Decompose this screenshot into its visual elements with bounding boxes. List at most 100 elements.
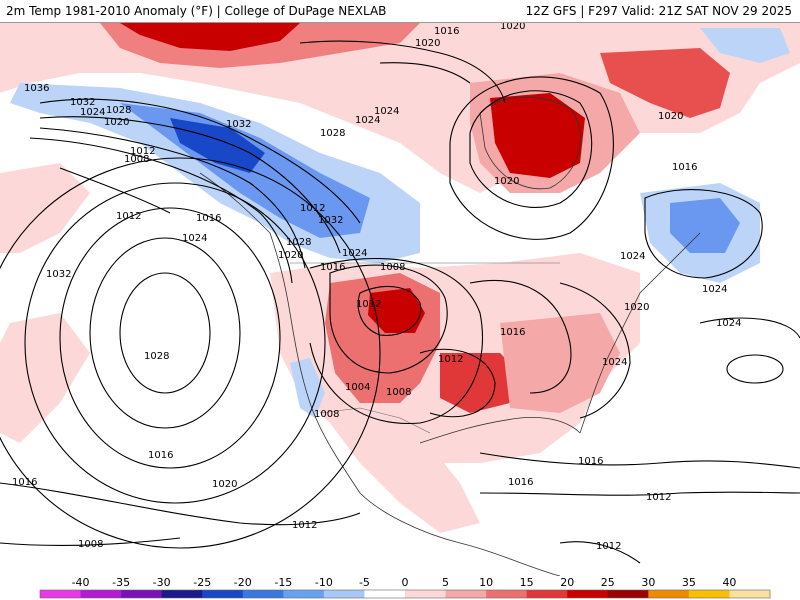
pressure-label: 1016 bbox=[12, 477, 37, 488]
legend-color-swatch bbox=[364, 590, 406, 598]
legend-color-swatch bbox=[202, 590, 244, 598]
pressure-label: 1016 bbox=[434, 26, 459, 37]
warm-region-mexico bbox=[330, 423, 480, 533]
pressure-label: 1008 bbox=[380, 262, 405, 273]
isobar-labrador-1024 bbox=[644, 189, 763, 279]
warm-region-greenland bbox=[600, 48, 730, 118]
legend-color-swatch bbox=[688, 590, 730, 598]
pressure-label: 1024 bbox=[374, 106, 399, 117]
isobar-alaska-1024 bbox=[39, 127, 306, 269]
pressure-label: 1024 bbox=[355, 115, 380, 126]
legend-color-swatch bbox=[486, 590, 528, 598]
legend-tick-label: 25 bbox=[601, 576, 615, 589]
pressure-label: 1020 bbox=[212, 479, 237, 490]
isobar-1024-us bbox=[469, 279, 572, 394]
us-mexico-border bbox=[319, 407, 431, 434]
pressure-label: 1016 bbox=[500, 327, 525, 338]
pressure-label: 1012 bbox=[300, 203, 325, 214]
isobar-top-1020 bbox=[379, 62, 471, 84]
pressure-label: 1020 bbox=[500, 23, 525, 32]
pressure-label: 1016 bbox=[672, 162, 697, 173]
legend-color-swatch bbox=[283, 590, 325, 598]
pressure-label: 1008 bbox=[78, 539, 103, 550]
isobar-alaska-1032 bbox=[39, 98, 361, 224]
pressure-label: 1024 bbox=[702, 284, 727, 295]
pressure-label: 1012 bbox=[596, 541, 621, 552]
color-scale-legend: -40 -35 -30 -25 -20 -15 -10 -5 0 5 10 15 20 25 30 35 40 bbox=[0, 576, 800, 600]
pressure-label: 1012 bbox=[438, 354, 463, 365]
legend-tick-label: -10 bbox=[315, 576, 333, 589]
pressure-label: 1024 bbox=[342, 248, 367, 259]
pressure-label: 1016 bbox=[196, 213, 221, 224]
isobar-1020-east bbox=[559, 282, 631, 419]
legend-color-swatch bbox=[161, 590, 203, 598]
pressure-label: 1012 bbox=[116, 211, 141, 222]
warm-region-southern-plains bbox=[440, 353, 520, 413]
pressure-label: 1020 bbox=[278, 250, 303, 261]
isobar-1008-ca bbox=[559, 541, 641, 564]
warm-region-southeast bbox=[500, 313, 620, 413]
legend-tick-label: 10 bbox=[479, 576, 493, 589]
legend-tick-label: 0 bbox=[402, 576, 409, 589]
pressure-label: 1016 bbox=[508, 477, 533, 488]
legend-tick-label: -20 bbox=[234, 576, 252, 589]
legend-color-swatch bbox=[607, 590, 649, 598]
model-run-info: 12Z GFS | F297 Valid: 21Z SAT NOV 29 202… bbox=[525, 4, 792, 18]
pacific-high-1016 bbox=[0, 157, 381, 549]
pacific-high-1024 bbox=[59, 207, 281, 469]
pacific-high-1028 bbox=[89, 237, 241, 429]
isobar-labels: 1036 1032 1028 1024 1020 1012 1008 1032 … bbox=[12, 23, 741, 552]
warm-region-pacific-west bbox=[0, 163, 90, 253]
legend-color-swatch bbox=[405, 590, 447, 598]
legend-tick-label: 20 bbox=[560, 576, 574, 589]
pressure-label: 1024 bbox=[620, 251, 645, 262]
cold-region-baja bbox=[290, 358, 325, 418]
pressure-label: 1016 bbox=[320, 262, 345, 273]
pressure-label: 1016 bbox=[578, 456, 603, 467]
legend-color-swatch bbox=[323, 590, 365, 598]
pressure-label: 1032 bbox=[70, 97, 95, 108]
isobar-rockies-1004 bbox=[357, 285, 422, 336]
isobar-hudson-1016 bbox=[449, 76, 614, 240]
pressure-label: 1020 bbox=[415, 38, 440, 49]
header-bar: 2m Temp 1981-2010 Anomaly (°F) | College… bbox=[0, 0, 800, 23]
isobar-1016-tx bbox=[419, 348, 496, 418]
pressure-label: 1028 bbox=[320, 128, 345, 139]
pressure-label: 1012 bbox=[646, 492, 671, 503]
legend-color-swatch bbox=[648, 590, 690, 598]
pressure-label: 1020 bbox=[624, 302, 649, 313]
legend-tick-label: -30 bbox=[153, 576, 171, 589]
legend-tick-label: 15 bbox=[520, 576, 534, 589]
map-title: 2m Temp 1981-2010 Anomaly (°F) | College… bbox=[6, 4, 387, 18]
east-coast-line bbox=[579, 232, 701, 434]
isobar-1012-caribbean bbox=[479, 491, 800, 496]
legend-color-swatch bbox=[526, 590, 568, 598]
pressure-label: 1012 bbox=[292, 520, 317, 531]
isobars bbox=[0, 40, 800, 564]
isobar-1012-south bbox=[0, 482, 361, 526]
isobar-1012-nw bbox=[59, 167, 171, 214]
isobar-1012-southwest bbox=[0, 537, 181, 547]
pressure-label: 1024 bbox=[182, 233, 207, 244]
pressure-label: 1024 bbox=[80, 107, 105, 118]
legend-color-swatch bbox=[121, 590, 163, 598]
cold-region-greenland-coast bbox=[700, 28, 790, 63]
legend-color-swatch bbox=[567, 590, 609, 598]
pressure-label: 1028 bbox=[144, 351, 169, 362]
pressure-label: 1020 bbox=[658, 111, 683, 122]
legend-tick-label: -25 bbox=[193, 576, 211, 589]
legend-color-swatch bbox=[40, 590, 82, 598]
pressure-label: 1020 bbox=[104, 117, 129, 128]
pressure-label: 1024 bbox=[602, 357, 627, 368]
isobar-top-1016 bbox=[299, 40, 506, 104]
cold-region-labrador-core bbox=[670, 198, 740, 253]
pressure-label: 1036 bbox=[24, 83, 49, 94]
hudson-bay-line bbox=[479, 96, 581, 190]
pressure-label: 1032 bbox=[318, 215, 343, 226]
pressure-label: 1016 bbox=[148, 450, 173, 461]
legend-tick-label: -5 bbox=[359, 576, 370, 589]
isobar-atlantic-1016 bbox=[699, 317, 800, 339]
pressure-label: 1008 bbox=[314, 409, 339, 420]
legend-color-swatch bbox=[80, 590, 122, 598]
